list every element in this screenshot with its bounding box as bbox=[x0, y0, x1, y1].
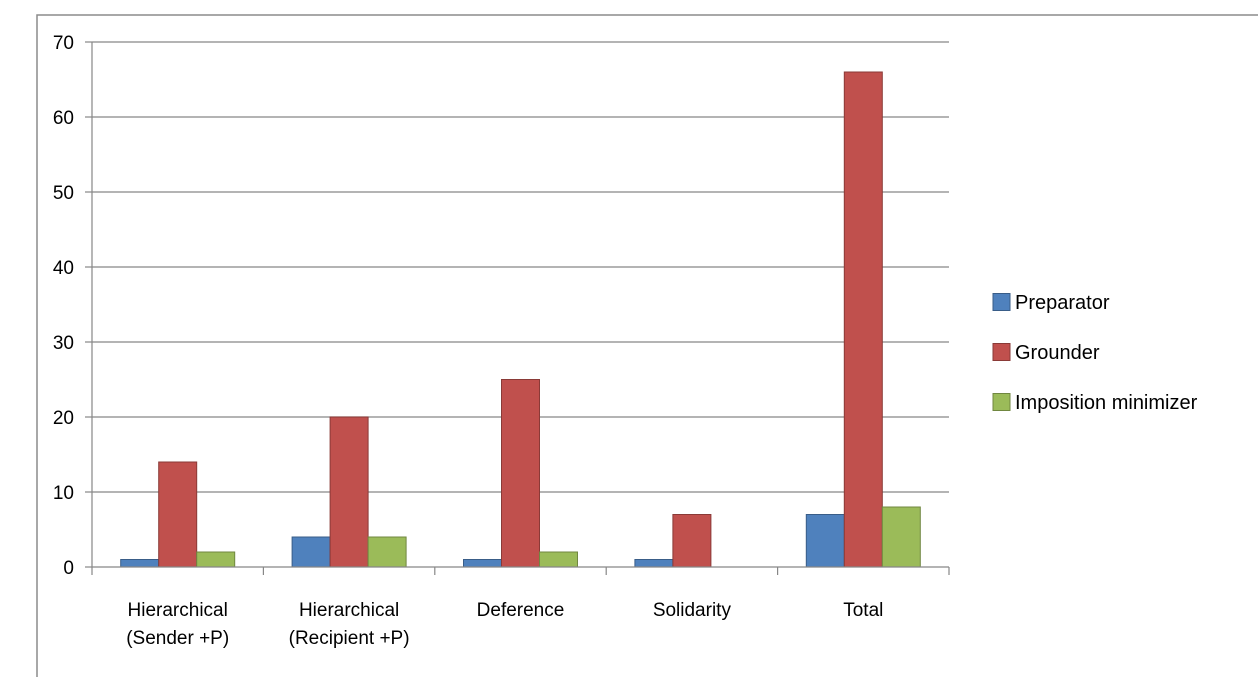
legend-swatch bbox=[992, 393, 1011, 411]
y-tick-labels: 0 10 20 30 40 50 60 70 bbox=[53, 33, 74, 579]
legend-swatch bbox=[992, 343, 1011, 361]
bar-preparator bbox=[291, 536, 331, 568]
y-tick-label: 30 bbox=[53, 333, 74, 354]
y-tick-label: 60 bbox=[53, 108, 74, 129]
bar-imposition-minimizer bbox=[367, 536, 407, 568]
x-category-label: (Sender +P) bbox=[126, 628, 229, 649]
legend: Preparator Grounder Imposition minimizer bbox=[992, 292, 1198, 414]
y-tick-label: 20 bbox=[53, 408, 74, 429]
bar-imposition-minimizer bbox=[196, 551, 236, 568]
legend-label: Preparator bbox=[1015, 292, 1110, 314]
x-category-label: Hierarchical bbox=[128, 600, 228, 621]
bar-preparator bbox=[463, 559, 502, 568]
x-category-label: (Recipient +P) bbox=[289, 628, 410, 649]
x-category-label: Total bbox=[843, 600, 883, 621]
y-tick-label: 10 bbox=[53, 483, 74, 504]
bar-imposition-minimizer bbox=[881, 506, 921, 568]
bar-grounder bbox=[672, 514, 712, 568]
bar-preparator bbox=[120, 559, 160, 568]
bars bbox=[120, 71, 921, 568]
y-tick-label: 50 bbox=[53, 183, 74, 204]
y-tick-label: 0 bbox=[63, 558, 74, 579]
bar-preparator bbox=[634, 559, 674, 568]
bar-preparator bbox=[805, 514, 845, 568]
y-tick-label: 40 bbox=[53, 258, 74, 279]
bar-grounder bbox=[501, 379, 540, 568]
axes bbox=[85, 41, 950, 575]
x-category-label: Hierarchical bbox=[299, 600, 399, 621]
x-category-label: Deference bbox=[477, 600, 565, 621]
bar-grounder bbox=[158, 461, 198, 568]
x-category-labels: Hierarchical (Sender +P) Hierarchical (Reci… bbox=[126, 600, 883, 649]
x-category-label: Solidarity bbox=[653, 600, 732, 621]
chart-border bbox=[36, 14, 1258, 677]
legend-swatch bbox=[992, 293, 1011, 311]
y-tick-label: 70 bbox=[53, 33, 74, 54]
bar-grounder bbox=[329, 416, 369, 568]
bar-imposition-minimizer bbox=[539, 551, 578, 568]
legend-label: Imposition minimizer bbox=[1015, 392, 1198, 414]
bar-grounder bbox=[843, 71, 883, 568]
legend-label: Grounder bbox=[1015, 342, 1100, 364]
